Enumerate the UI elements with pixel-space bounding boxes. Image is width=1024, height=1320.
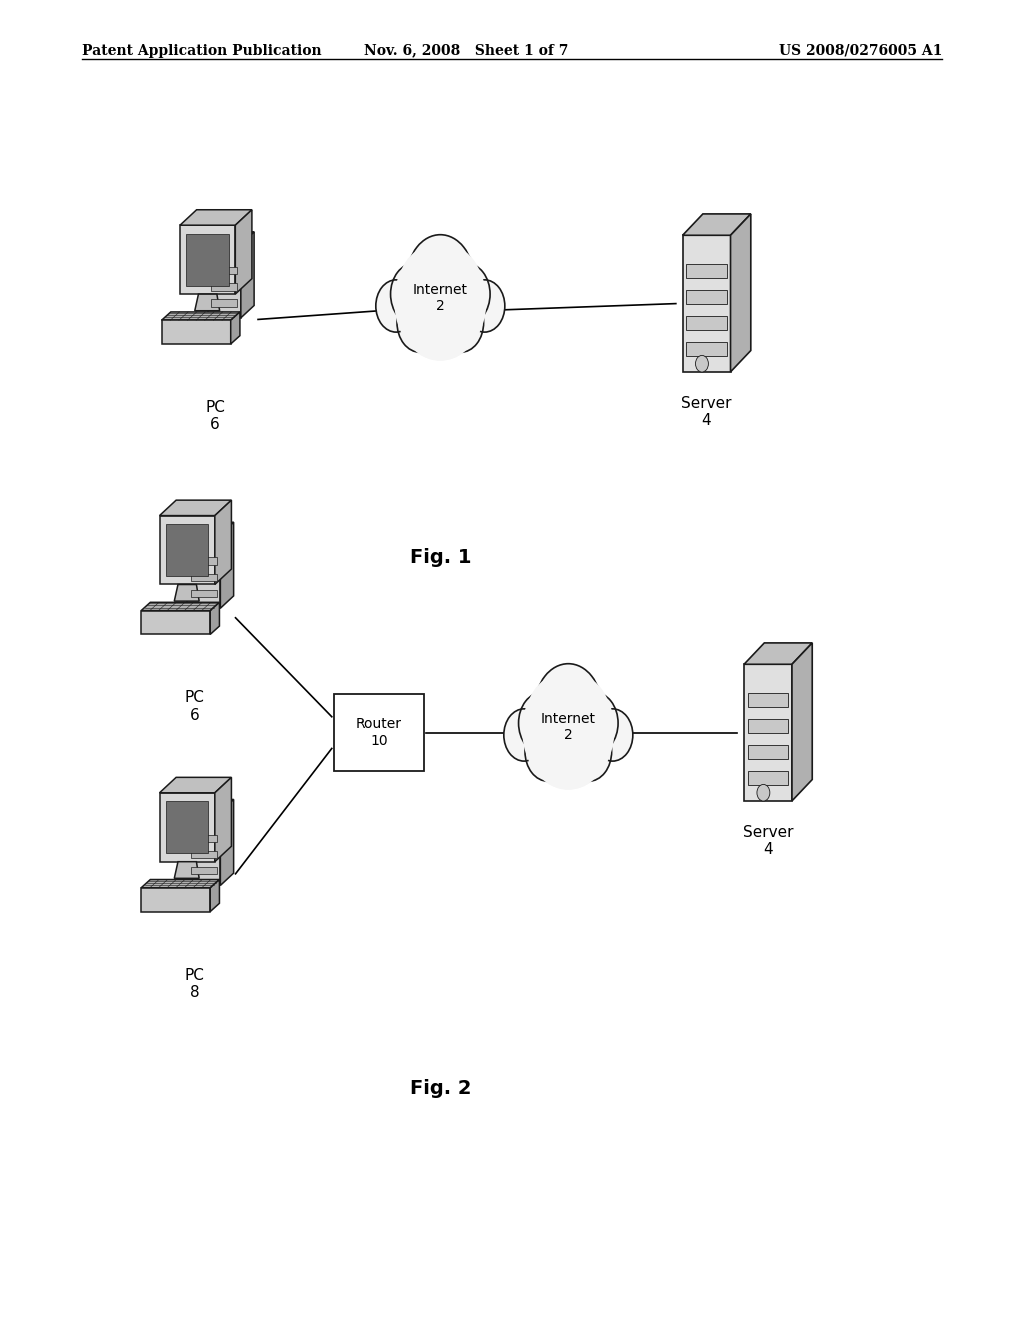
FancyBboxPatch shape	[748, 771, 788, 784]
FancyBboxPatch shape	[686, 290, 727, 304]
Polygon shape	[141, 879, 219, 888]
Polygon shape	[180, 226, 236, 294]
Circle shape	[757, 784, 770, 801]
Text: Fig. 1: Fig. 1	[410, 548, 471, 566]
FancyBboxPatch shape	[748, 744, 788, 759]
Text: PC
6: PC 6	[205, 400, 225, 433]
FancyBboxPatch shape	[748, 719, 788, 733]
Text: US 2008/0276005 A1: US 2008/0276005 A1	[778, 44, 942, 58]
Polygon shape	[187, 812, 220, 886]
Text: Router
10: Router 10	[356, 718, 401, 747]
Text: Server
4: Server 4	[681, 396, 732, 429]
Circle shape	[464, 280, 505, 333]
Polygon shape	[187, 800, 233, 812]
Polygon shape	[174, 585, 199, 601]
Circle shape	[565, 722, 611, 781]
Polygon shape	[160, 516, 215, 585]
Polygon shape	[187, 523, 233, 535]
Polygon shape	[160, 793, 215, 862]
FancyBboxPatch shape	[190, 834, 217, 842]
Circle shape	[504, 709, 545, 762]
Polygon shape	[166, 801, 209, 853]
Circle shape	[522, 671, 614, 789]
FancyBboxPatch shape	[686, 315, 727, 330]
Circle shape	[376, 280, 417, 333]
FancyBboxPatch shape	[211, 284, 238, 290]
Circle shape	[548, 727, 589, 780]
Circle shape	[442, 263, 490, 325]
Circle shape	[695, 355, 709, 372]
Circle shape	[420, 298, 461, 351]
FancyBboxPatch shape	[190, 557, 217, 565]
Circle shape	[397, 293, 443, 352]
FancyBboxPatch shape	[334, 694, 424, 771]
Polygon shape	[174, 862, 199, 878]
Circle shape	[390, 263, 438, 325]
Polygon shape	[141, 611, 210, 635]
Text: PC
8: PC 8	[184, 968, 205, 1001]
Polygon shape	[162, 321, 230, 345]
Polygon shape	[195, 294, 219, 310]
Circle shape	[394, 242, 486, 360]
Text: Internet
2: Internet 2	[541, 713, 596, 742]
Polygon shape	[210, 879, 219, 912]
Polygon shape	[162, 312, 240, 321]
Polygon shape	[160, 500, 231, 516]
Polygon shape	[683, 235, 730, 372]
Polygon shape	[744, 664, 792, 801]
Text: Server
4: Server 4	[742, 825, 794, 858]
FancyBboxPatch shape	[190, 590, 217, 597]
Text: Patent Application Publication: Patent Application Publication	[82, 44, 322, 58]
Polygon shape	[141, 602, 219, 611]
Text: Nov. 6, 2008   Sheet 1 of 7: Nov. 6, 2008 Sheet 1 of 7	[364, 44, 568, 58]
Polygon shape	[208, 244, 241, 318]
Polygon shape	[186, 234, 228, 286]
Polygon shape	[730, 214, 751, 372]
Circle shape	[525, 722, 571, 781]
Polygon shape	[141, 888, 210, 912]
Circle shape	[518, 692, 566, 754]
Circle shape	[394, 242, 486, 360]
Circle shape	[592, 709, 633, 762]
Polygon shape	[187, 535, 220, 609]
FancyBboxPatch shape	[211, 300, 238, 306]
Circle shape	[536, 664, 601, 750]
Polygon shape	[230, 312, 240, 345]
Circle shape	[408, 235, 473, 321]
Polygon shape	[215, 500, 231, 585]
Polygon shape	[220, 523, 233, 609]
FancyBboxPatch shape	[748, 693, 788, 706]
FancyBboxPatch shape	[190, 851, 217, 858]
Polygon shape	[683, 214, 751, 235]
Polygon shape	[208, 232, 254, 244]
Polygon shape	[744, 643, 812, 664]
FancyBboxPatch shape	[686, 264, 727, 277]
FancyBboxPatch shape	[190, 867, 217, 874]
Polygon shape	[160, 777, 231, 793]
FancyBboxPatch shape	[190, 574, 217, 581]
Polygon shape	[210, 602, 219, 635]
Polygon shape	[180, 210, 252, 226]
Polygon shape	[792, 643, 812, 801]
Circle shape	[570, 692, 618, 754]
FancyBboxPatch shape	[211, 267, 238, 275]
Circle shape	[522, 671, 614, 789]
Text: PC
6: PC 6	[184, 690, 205, 723]
Polygon shape	[236, 210, 252, 294]
FancyBboxPatch shape	[686, 342, 727, 355]
Polygon shape	[166, 524, 209, 576]
Text: Internet
2: Internet 2	[413, 284, 468, 313]
Polygon shape	[220, 800, 233, 886]
Polygon shape	[215, 777, 231, 862]
Circle shape	[437, 293, 483, 352]
Text: Fig. 2: Fig. 2	[410, 1080, 471, 1098]
Polygon shape	[241, 232, 254, 318]
